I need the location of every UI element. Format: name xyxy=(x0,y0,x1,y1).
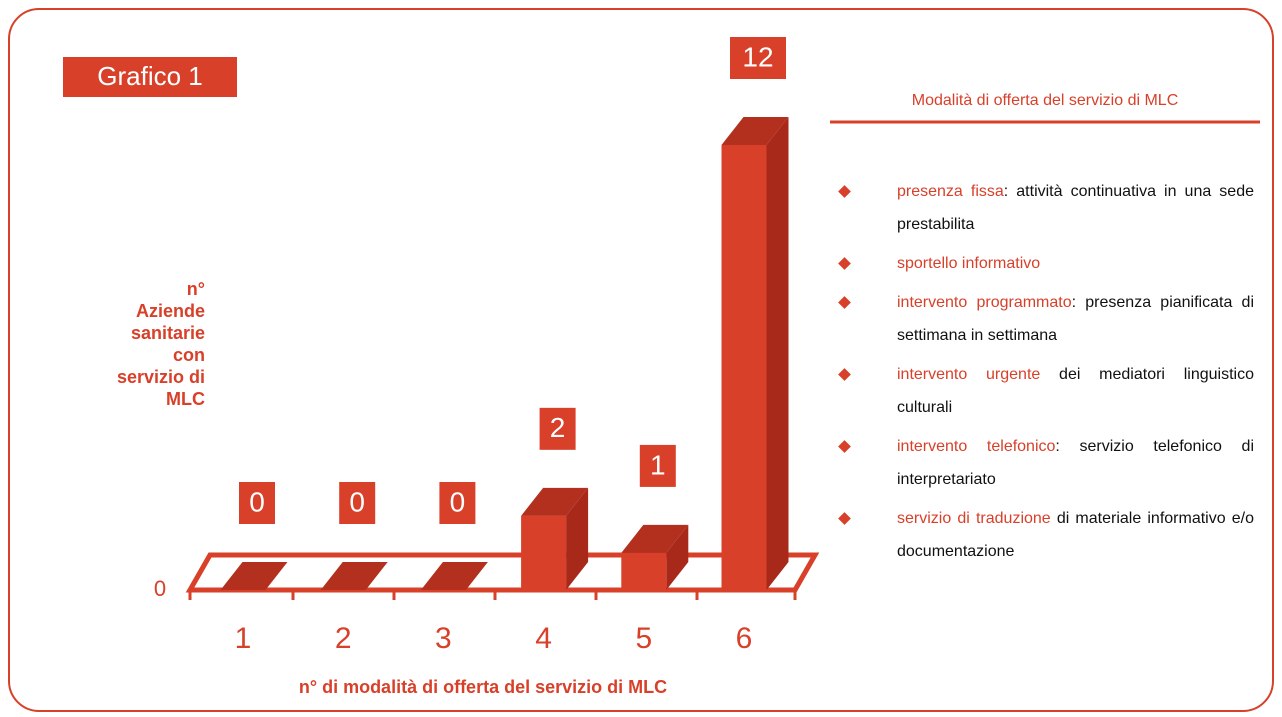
x-tick-label: 5 xyxy=(635,622,652,655)
bar-side xyxy=(766,117,789,590)
x-tick-label: 6 xyxy=(736,622,753,655)
bar-top xyxy=(420,562,488,590)
bullet xyxy=(838,512,851,525)
mode-term: intervento telefonico xyxy=(897,438,1056,455)
bar xyxy=(521,487,589,590)
x-tick-label: 1 xyxy=(235,622,252,655)
value-label-box xyxy=(539,407,576,450)
mode-item: sportello informativo xyxy=(838,247,1254,280)
floor xyxy=(185,552,820,593)
value-label-box xyxy=(439,482,476,524)
bar xyxy=(220,562,288,590)
title-box xyxy=(63,57,237,97)
chart-title: Grafico 1 xyxy=(97,61,203,91)
mode-term: intervento urgente xyxy=(897,366,1041,383)
mode-list: presenza fissa: attività continuativa in… xyxy=(838,175,1254,574)
mode-description: di materiale informativo e/o documentazi… xyxy=(897,510,1259,560)
bar-top xyxy=(320,562,388,590)
bullet xyxy=(838,185,851,198)
value-label-box xyxy=(639,444,676,487)
x-tick-label: 2 xyxy=(335,622,352,655)
bar xyxy=(320,562,388,590)
value-label-box xyxy=(239,482,275,524)
value-label: 0 xyxy=(450,486,466,517)
bullet xyxy=(838,257,851,270)
y-tick-label: 0 xyxy=(154,576,166,601)
bar-front xyxy=(621,552,667,590)
bar-side xyxy=(666,524,689,590)
mode-term: intervento programmato xyxy=(897,294,1072,311)
bar xyxy=(721,117,789,590)
mode-item: intervento telefonico: servizio telefoni… xyxy=(838,430,1254,496)
mode-item: servizio di traduzione di materiale info… xyxy=(838,502,1254,568)
bar xyxy=(420,562,488,590)
value-label: 2 xyxy=(550,412,566,443)
value-label: 0 xyxy=(249,486,265,517)
mode-term: sportello informativo xyxy=(897,255,1041,272)
bar xyxy=(621,524,689,590)
bar-front xyxy=(721,145,767,590)
mode-item: intervento programmato: presenza pianifi… xyxy=(838,286,1254,352)
bullet xyxy=(838,296,851,309)
bar-top xyxy=(621,524,689,553)
mode-item: intervento urgente dei mediatori linguis… xyxy=(838,358,1254,424)
mode-term: presenza fissa xyxy=(897,183,1004,200)
mode-description: : attività continuativa in una sede pres… xyxy=(897,183,1259,233)
bullet xyxy=(838,368,851,381)
value-label: 12 xyxy=(742,41,773,72)
mode-description: dei mediatori linguistico culturali xyxy=(897,366,1259,416)
bar-top xyxy=(220,562,288,590)
x-axis-label: n° di modalità di offerta del servizio d… xyxy=(299,677,667,697)
mode-term: servizio di traduzione xyxy=(897,510,1051,527)
value-label-box xyxy=(339,482,376,524)
value-label: 1 xyxy=(650,449,666,480)
frame xyxy=(8,8,1274,712)
panel-title: Modalità di offerta del servizio di MLC xyxy=(911,92,1179,109)
x-tick-label: 4 xyxy=(535,622,552,655)
bullet xyxy=(838,440,851,453)
y-axis-label: n° Aziende sanitarie con servizio di MLC xyxy=(116,279,205,409)
mode-description: : presenza pianificata di settimana in s… xyxy=(897,294,1259,344)
value-label-box xyxy=(730,37,786,79)
x-tick-label: 3 xyxy=(435,622,452,655)
bar-front xyxy=(521,515,567,590)
mode-description: : servizio telefonico di interpretariato xyxy=(897,438,1259,488)
mode-item: presenza fissa: attività continuativa in… xyxy=(838,175,1254,241)
bar-top xyxy=(721,117,789,145)
bar-top xyxy=(521,487,589,516)
value-label: 0 xyxy=(349,486,365,517)
bar-side xyxy=(566,487,589,590)
